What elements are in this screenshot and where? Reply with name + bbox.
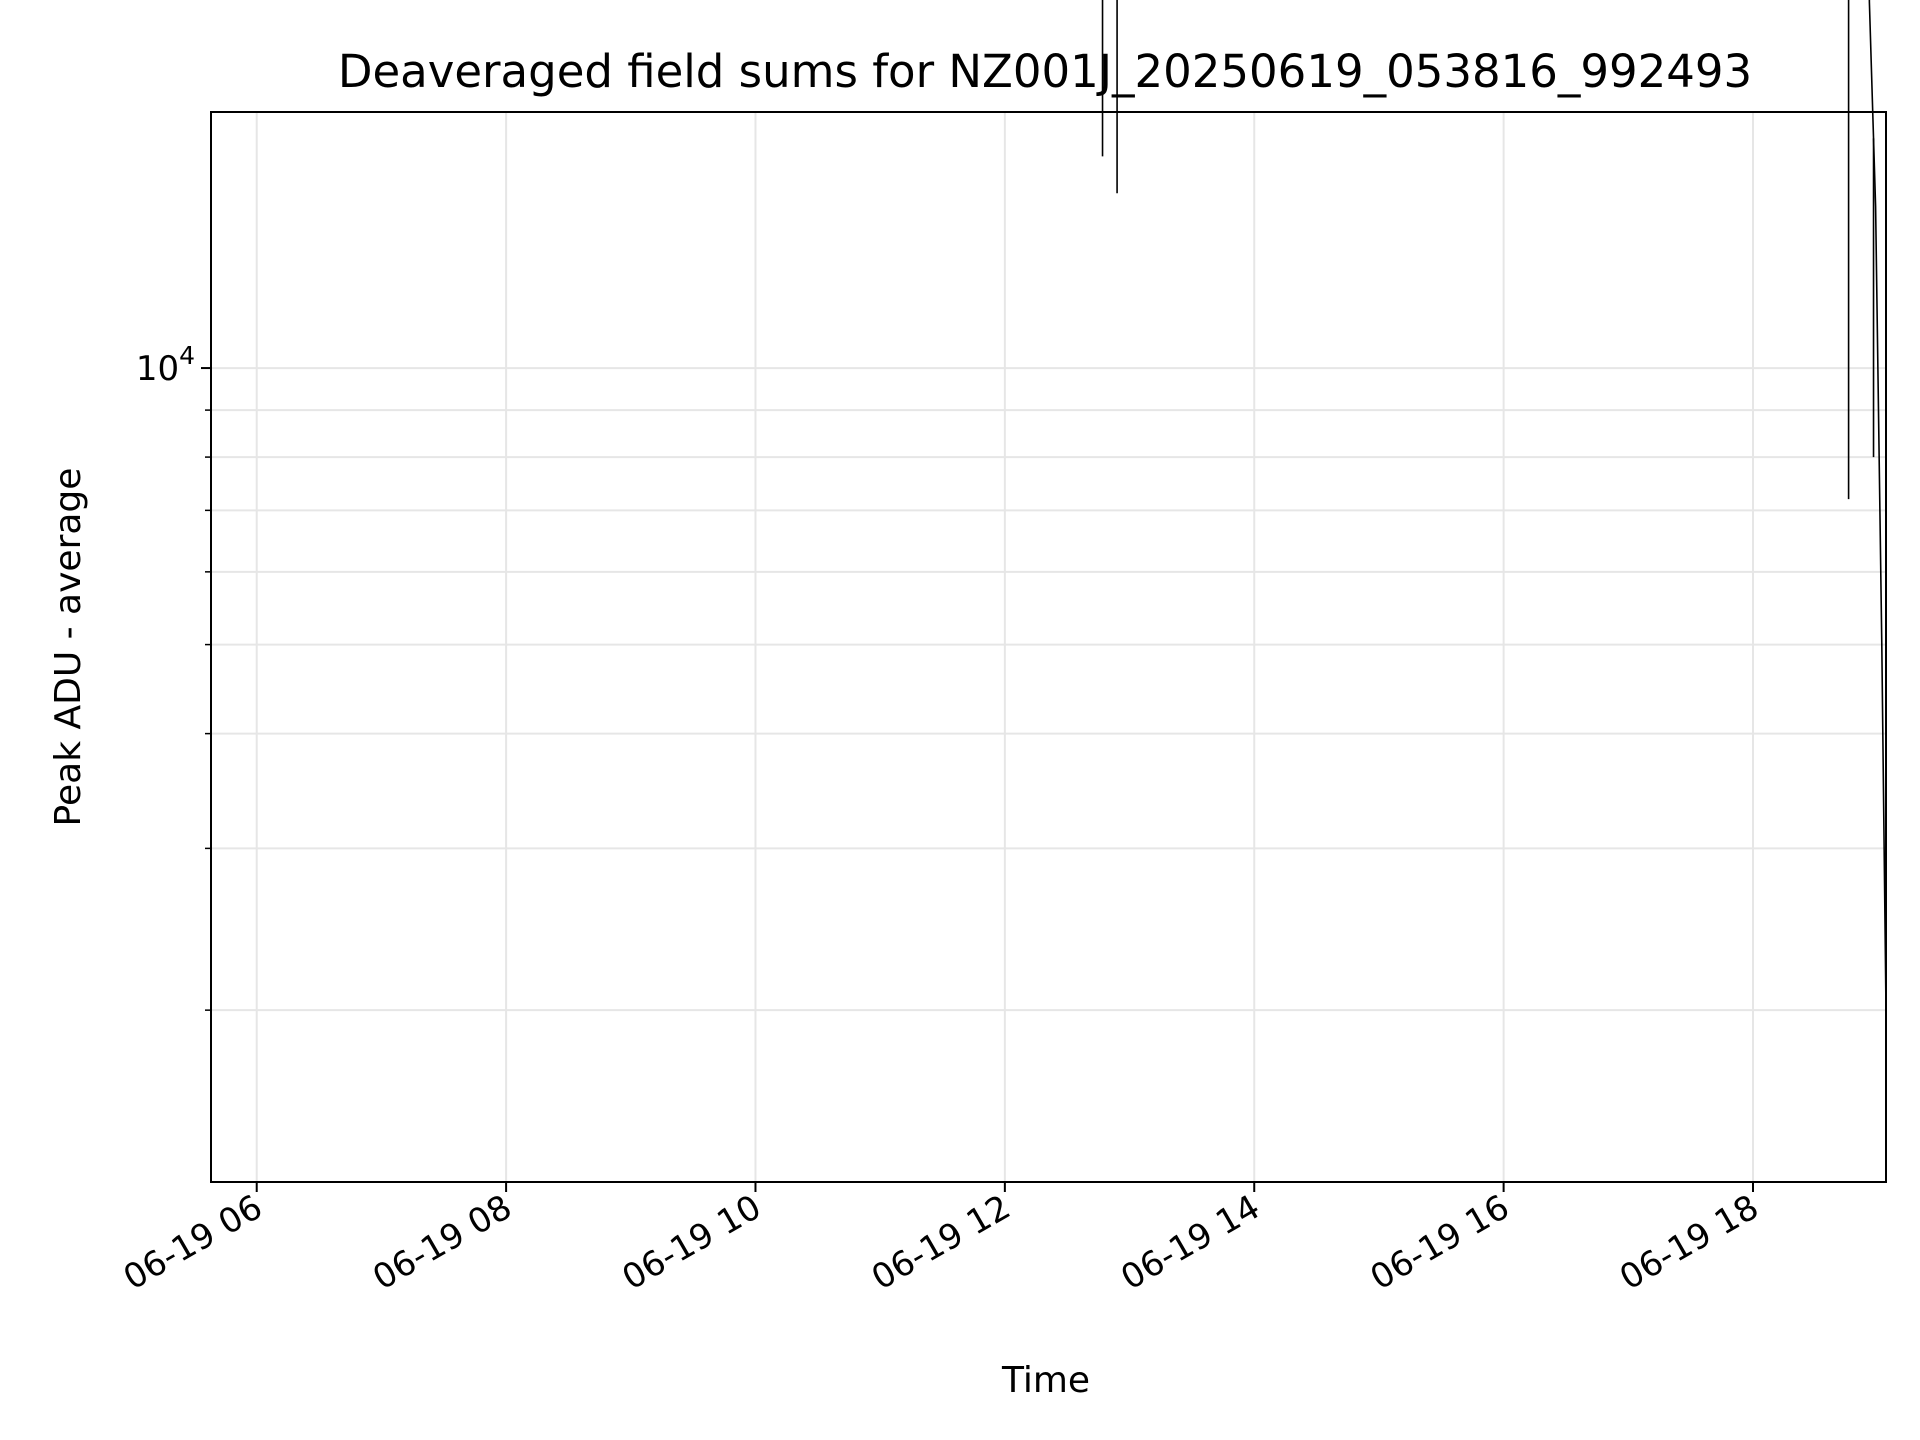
series-spikes (1101, 0, 1875, 500)
y-axis-label: Peak ADU - average (48, 468, 89, 827)
plot-frame (210, 111, 1887, 1183)
grid-lines (211, 112, 1886, 1182)
chart-title: Deaveraged field sums for NZ001J_2025061… (338, 45, 1752, 98)
series-area (1101, 0, 1887, 1011)
x-axis-label: Time (1001, 1360, 1090, 1401)
y-axis-ticks: 104105106107 (136, 341, 211, 1011)
y-tick-label: 104 (136, 341, 195, 389)
